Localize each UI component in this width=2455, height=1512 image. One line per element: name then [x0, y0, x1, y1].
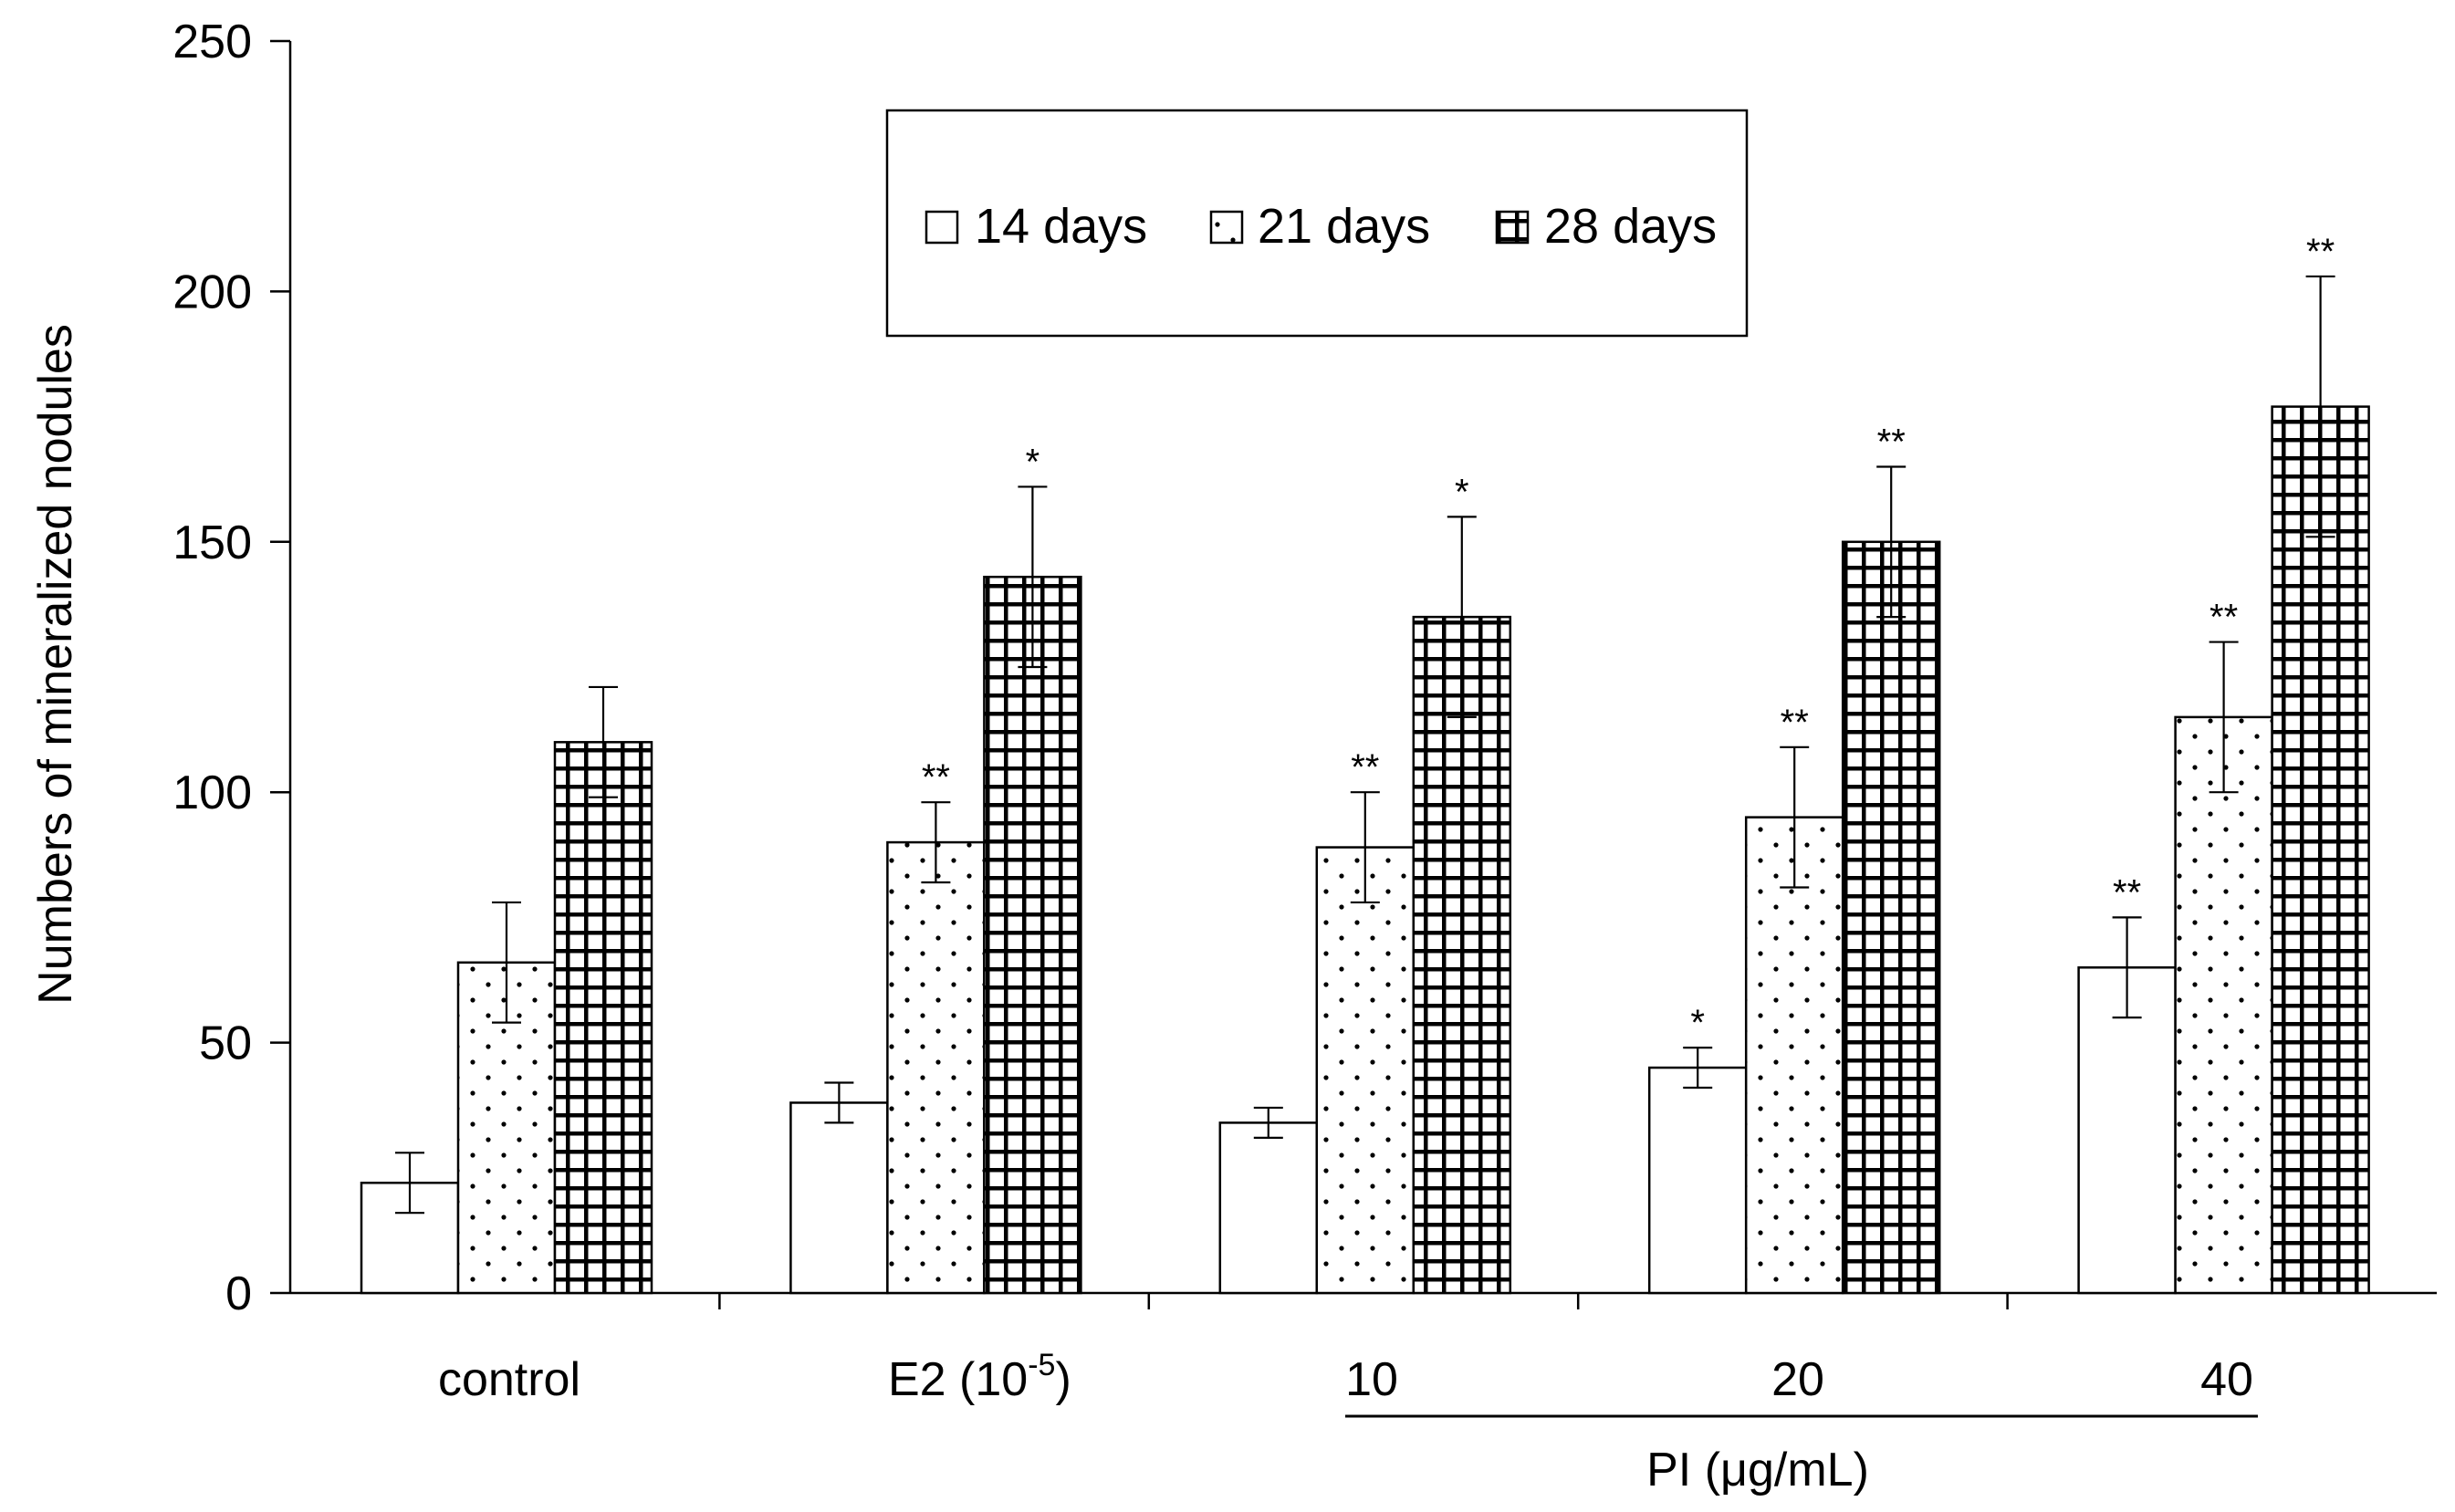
legend-swatch-28-days	[1495, 210, 1530, 245]
y-tick-label: 100	[172, 766, 252, 819]
category-label-e2: E2 (10-5)	[888, 1348, 1071, 1406]
axes: 0 50 100 150 200 250	[172, 16, 2437, 1320]
bar-28-days-2	[1412, 615, 1512, 1295]
significance-marker: **	[1781, 703, 1809, 743]
group-label: PI (μg/mL)	[1646, 1444, 1869, 1496]
legend-label-21-days: 21 days	[1258, 199, 1430, 254]
category-labels: control E2 (10-5) 10 20 40	[438, 1348, 2253, 1406]
significance-marker: **	[1877, 422, 1906, 462]
y-tick-label: 50	[199, 1017, 252, 1070]
error-bars: ***** ************	[395, 232, 2335, 1215]
bar-21-days-1	[886, 840, 986, 1295]
y-tick-label: 150	[172, 516, 252, 569]
bar-28-days-1	[983, 575, 1082, 1295]
bar-28-days-4	[2271, 405, 2370, 1295]
y-tick-label: 250	[172, 16, 252, 68]
bar-14-days-4	[2077, 966, 2177, 1295]
significance-marker: *	[1455, 472, 1469, 512]
bar-14-days-3	[1647, 1066, 1748, 1295]
bars	[360, 405, 2370, 1295]
significance-marker: **	[1351, 747, 1379, 787]
category-label-40: 40	[2200, 1353, 2253, 1406]
category-label-control: control	[438, 1353, 580, 1406]
significance-marker: **	[2113, 872, 2141, 912]
legend-swatch-14-days	[925, 210, 959, 245]
legend-swatch-21-days	[1209, 210, 1244, 245]
y-tick-label: 200	[172, 266, 252, 318]
significance-marker: *	[1026, 442, 1040, 482]
significance-marker: **	[2210, 598, 2238, 638]
legend: 14 days 21 days 28 days	[885, 109, 1749, 338]
category-label-e2-close: )	[1055, 1353, 1071, 1406]
bar-14-days-1	[789, 1101, 889, 1295]
significance-marker: **	[2306, 232, 2335, 272]
bar-21-days-2	[1315, 846, 1416, 1295]
legend-box	[885, 109, 1749, 338]
bar-14-days-2	[1218, 1121, 1319, 1295]
category-label-10: 10	[1345, 1353, 1398, 1406]
category-label-e2-superscript: -5	[1028, 1348, 1055, 1382]
significance-marker: **	[922, 757, 950, 798]
bar-28-days-3	[1841, 540, 1941, 1295]
y-axis-label: Numbers of mineralized nodules	[29, 324, 82, 1005]
y-tick-label: 0	[225, 1267, 252, 1320]
significance-marker: *	[1690, 1003, 1705, 1043]
category-label-20: 20	[1771, 1353, 1824, 1406]
category-label-e2-text: E2 (10	[888, 1353, 1028, 1406]
bar-21-days-4	[2174, 715, 2273, 1295]
bar-28-days-0	[553, 741, 653, 1295]
legend-label-28-days: 28 days	[1544, 199, 1717, 254]
legend-label-14-days: 14 days	[975, 199, 1147, 254]
bar-21-days-3	[1744, 816, 1844, 1295]
